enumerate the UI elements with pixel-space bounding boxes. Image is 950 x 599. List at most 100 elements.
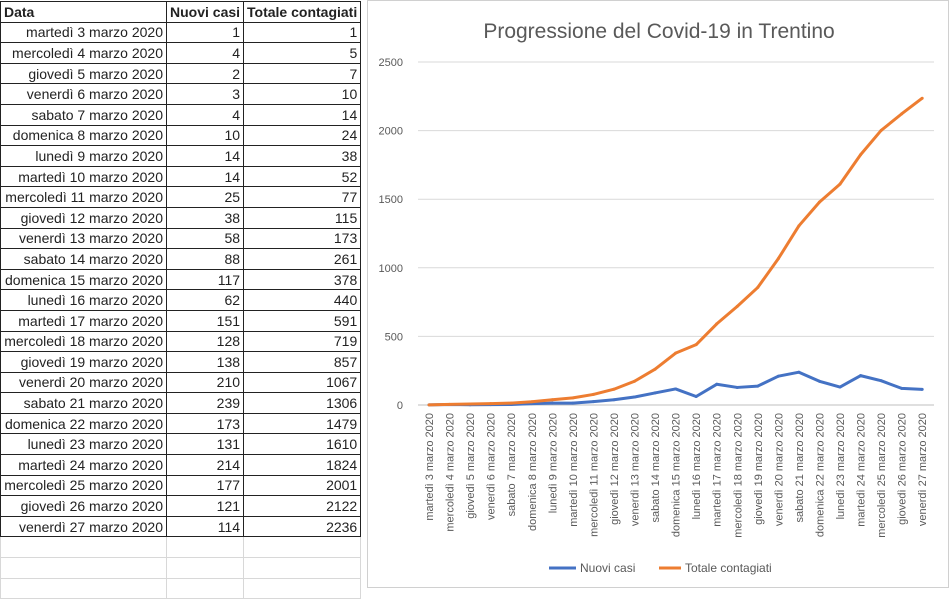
nuovi-casi-cell[interactable]: 3 <box>165 83 245 105</box>
data-point[interactable] <box>612 398 616 402</box>
empty-cell[interactable] <box>243 577 362 599</box>
nuovi-casi-cell[interactable]: 210 <box>165 371 245 394</box>
totale-contagiati-cell[interactable]: 440 <box>243 289 362 311</box>
data-point[interactable] <box>694 394 698 398</box>
nuovi-casi-cell[interactable]: 128 <box>165 330 245 353</box>
nuovi-casi-cell[interactable]: 4 <box>165 103 245 126</box>
data-point[interactable] <box>797 224 801 228</box>
nuovi-casi-cell[interactable]: 25 <box>165 186 245 208</box>
empty-cell[interactable] <box>243 536 362 559</box>
totale-contagiati-cell[interactable]: 5 <box>243 42 362 64</box>
nuovi-casi-cell[interactable]: 239 <box>165 392 245 414</box>
nuovi-casi-cell[interactable]: 177 <box>165 474 245 497</box>
data-point[interactable] <box>489 402 493 406</box>
date-cell[interactable]: giovedì 5 marzo 2020 <box>0 62 167 85</box>
nuovi-casi-cell[interactable]: 121 <box>165 495 245 517</box>
date-cell[interactable]: venerdì 27 marzo 2020 <box>0 515 167 538</box>
totale-contagiati-cell[interactable]: 173 <box>243 227 362 250</box>
nuovi-casi-cell[interactable]: 88 <box>165 248 245 270</box>
totale-contagiati-cell[interactable]: 857 <box>243 351 362 373</box>
data-point[interactable] <box>633 379 636 383</box>
date-cell[interactable]: giovedì 12 marzo 2020 <box>0 206 167 229</box>
data-point[interactable] <box>817 379 821 383</box>
date-cell[interactable]: lunedì 23 marzo 2020 <box>0 433 167 456</box>
nuovi-casi-cell[interactable]: 138 <box>165 351 245 373</box>
date-cell[interactable]: martedì 17 marzo 2020 <box>0 309 167 332</box>
empty-cell[interactable] <box>165 577 245 599</box>
data-point[interactable] <box>900 112 904 116</box>
totale-contagiati-cell[interactable]: 378 <box>243 268 362 291</box>
data-point[interactable] <box>735 385 739 389</box>
data-point[interactable] <box>427 403 431 407</box>
totale-contagiati-cell[interactable]: 2236 <box>243 515 362 538</box>
header-totale-contagiati[interactable]: Totale contagiati <box>243 1 362 23</box>
totale-contagiati-cell[interactable]: 10 <box>243 83 362 105</box>
data-point[interactable] <box>756 384 760 388</box>
empty-cell[interactable] <box>165 536 245 559</box>
date-cell[interactable]: mercoledì 4 marzo 2020 <box>0 42 167 64</box>
totale-contagiati-cell[interactable]: 7 <box>243 62 362 85</box>
empty-cell[interactable] <box>0 577 167 599</box>
empty-cell[interactable] <box>0 557 167 579</box>
data-point[interactable] <box>653 367 657 371</box>
data-point[interactable] <box>776 257 780 261</box>
data-point[interactable] <box>571 401 575 405</box>
data-point[interactable] <box>879 128 883 132</box>
date-cell[interactable]: sabato 14 marzo 2020 <box>0 248 167 270</box>
date-cell[interactable]: mercoledì 25 marzo 2020 <box>0 474 167 497</box>
totale-contagiati-cell[interactable]: 115 <box>243 206 362 229</box>
nuovi-casi-cell[interactable]: 14 <box>165 165 245 188</box>
totale-contagiati-cell[interactable]: 261 <box>243 248 362 270</box>
totale-contagiati-cell[interactable]: 1479 <box>243 412 362 435</box>
date-cell[interactable]: sabato 21 marzo 2020 <box>0 392 167 414</box>
header-nuovi-casi[interactable]: Nuovi casi <box>165 1 245 23</box>
totale-contagiati-cell[interactable]: 591 <box>243 309 362 332</box>
date-cell[interactable]: martedì 10 marzo 2020 <box>0 165 167 188</box>
totale-contagiati-cell[interactable]: 24 <box>243 124 362 147</box>
data-point[interactable] <box>674 387 678 391</box>
date-cell[interactable]: giovedì 19 marzo 2020 <box>0 351 167 373</box>
totale-contagiati-cell[interactable]: 719 <box>243 330 362 353</box>
nuovi-casi-cell[interactable]: 114 <box>165 515 245 538</box>
date-cell[interactable]: giovedì 26 marzo 2020 <box>0 495 167 517</box>
data-point[interactable] <box>694 343 698 347</box>
totale-contagiati-cell[interactable]: 2001 <box>243 474 362 497</box>
date-cell[interactable]: sabato 7 marzo 2020 <box>0 103 167 126</box>
totale-contagiati-cell[interactable]: 1824 <box>243 454 362 476</box>
data-point[interactable] <box>530 400 534 404</box>
data-point[interactable] <box>612 387 616 391</box>
data-point[interactable] <box>920 387 924 391</box>
data-point[interactable] <box>756 285 760 289</box>
data-point[interactable] <box>448 402 452 406</box>
date-cell[interactable]: venerdì 6 marzo 2020 <box>0 83 167 105</box>
nuovi-casi-cell[interactable]: 14 <box>165 145 245 167</box>
empty-cell[interactable] <box>165 557 245 579</box>
data-point[interactable] <box>776 374 780 378</box>
data-point[interactable] <box>859 153 863 157</box>
nuovi-casi-cell[interactable]: 214 <box>165 454 245 476</box>
totale-contagiati-cell[interactable]: 1306 <box>243 392 362 414</box>
totale-contagiati-cell[interactable]: 38 <box>243 145 362 167</box>
data-point[interactable] <box>509 401 513 405</box>
totale-contagiati-cell[interactable]: 14 <box>243 103 362 126</box>
date-cell[interactable]: venerdì 20 marzo 2020 <box>0 371 167 394</box>
data-point[interactable] <box>879 379 883 383</box>
data-point[interactable] <box>715 382 719 386</box>
data-point[interactable] <box>550 401 554 405</box>
nuovi-casi-cell[interactable]: 131 <box>165 433 245 456</box>
data-point[interactable] <box>817 200 821 204</box>
nuovi-casi-cell[interactable]: 173 <box>165 412 245 435</box>
data-point[interactable] <box>591 400 595 404</box>
nuovi-casi-cell[interactable]: 1 <box>165 21 245 44</box>
data-point[interactable] <box>920 96 924 100</box>
data-point[interactable] <box>859 374 863 378</box>
date-cell[interactable]: venerdì 13 marzo 2020 <box>0 227 167 250</box>
nuovi-casi-cell[interactable]: 62 <box>165 289 245 311</box>
date-cell[interactable]: martedì 24 marzo 2020 <box>0 454 167 476</box>
data-point[interactable] <box>838 182 842 186</box>
nuovi-casi-cell[interactable]: 38 <box>165 206 245 229</box>
data-point[interactable] <box>838 385 842 389</box>
empty-cell[interactable] <box>243 557 362 579</box>
data-point[interactable] <box>653 391 657 395</box>
date-cell[interactable]: domenica 15 marzo 2020 <box>0 268 167 291</box>
